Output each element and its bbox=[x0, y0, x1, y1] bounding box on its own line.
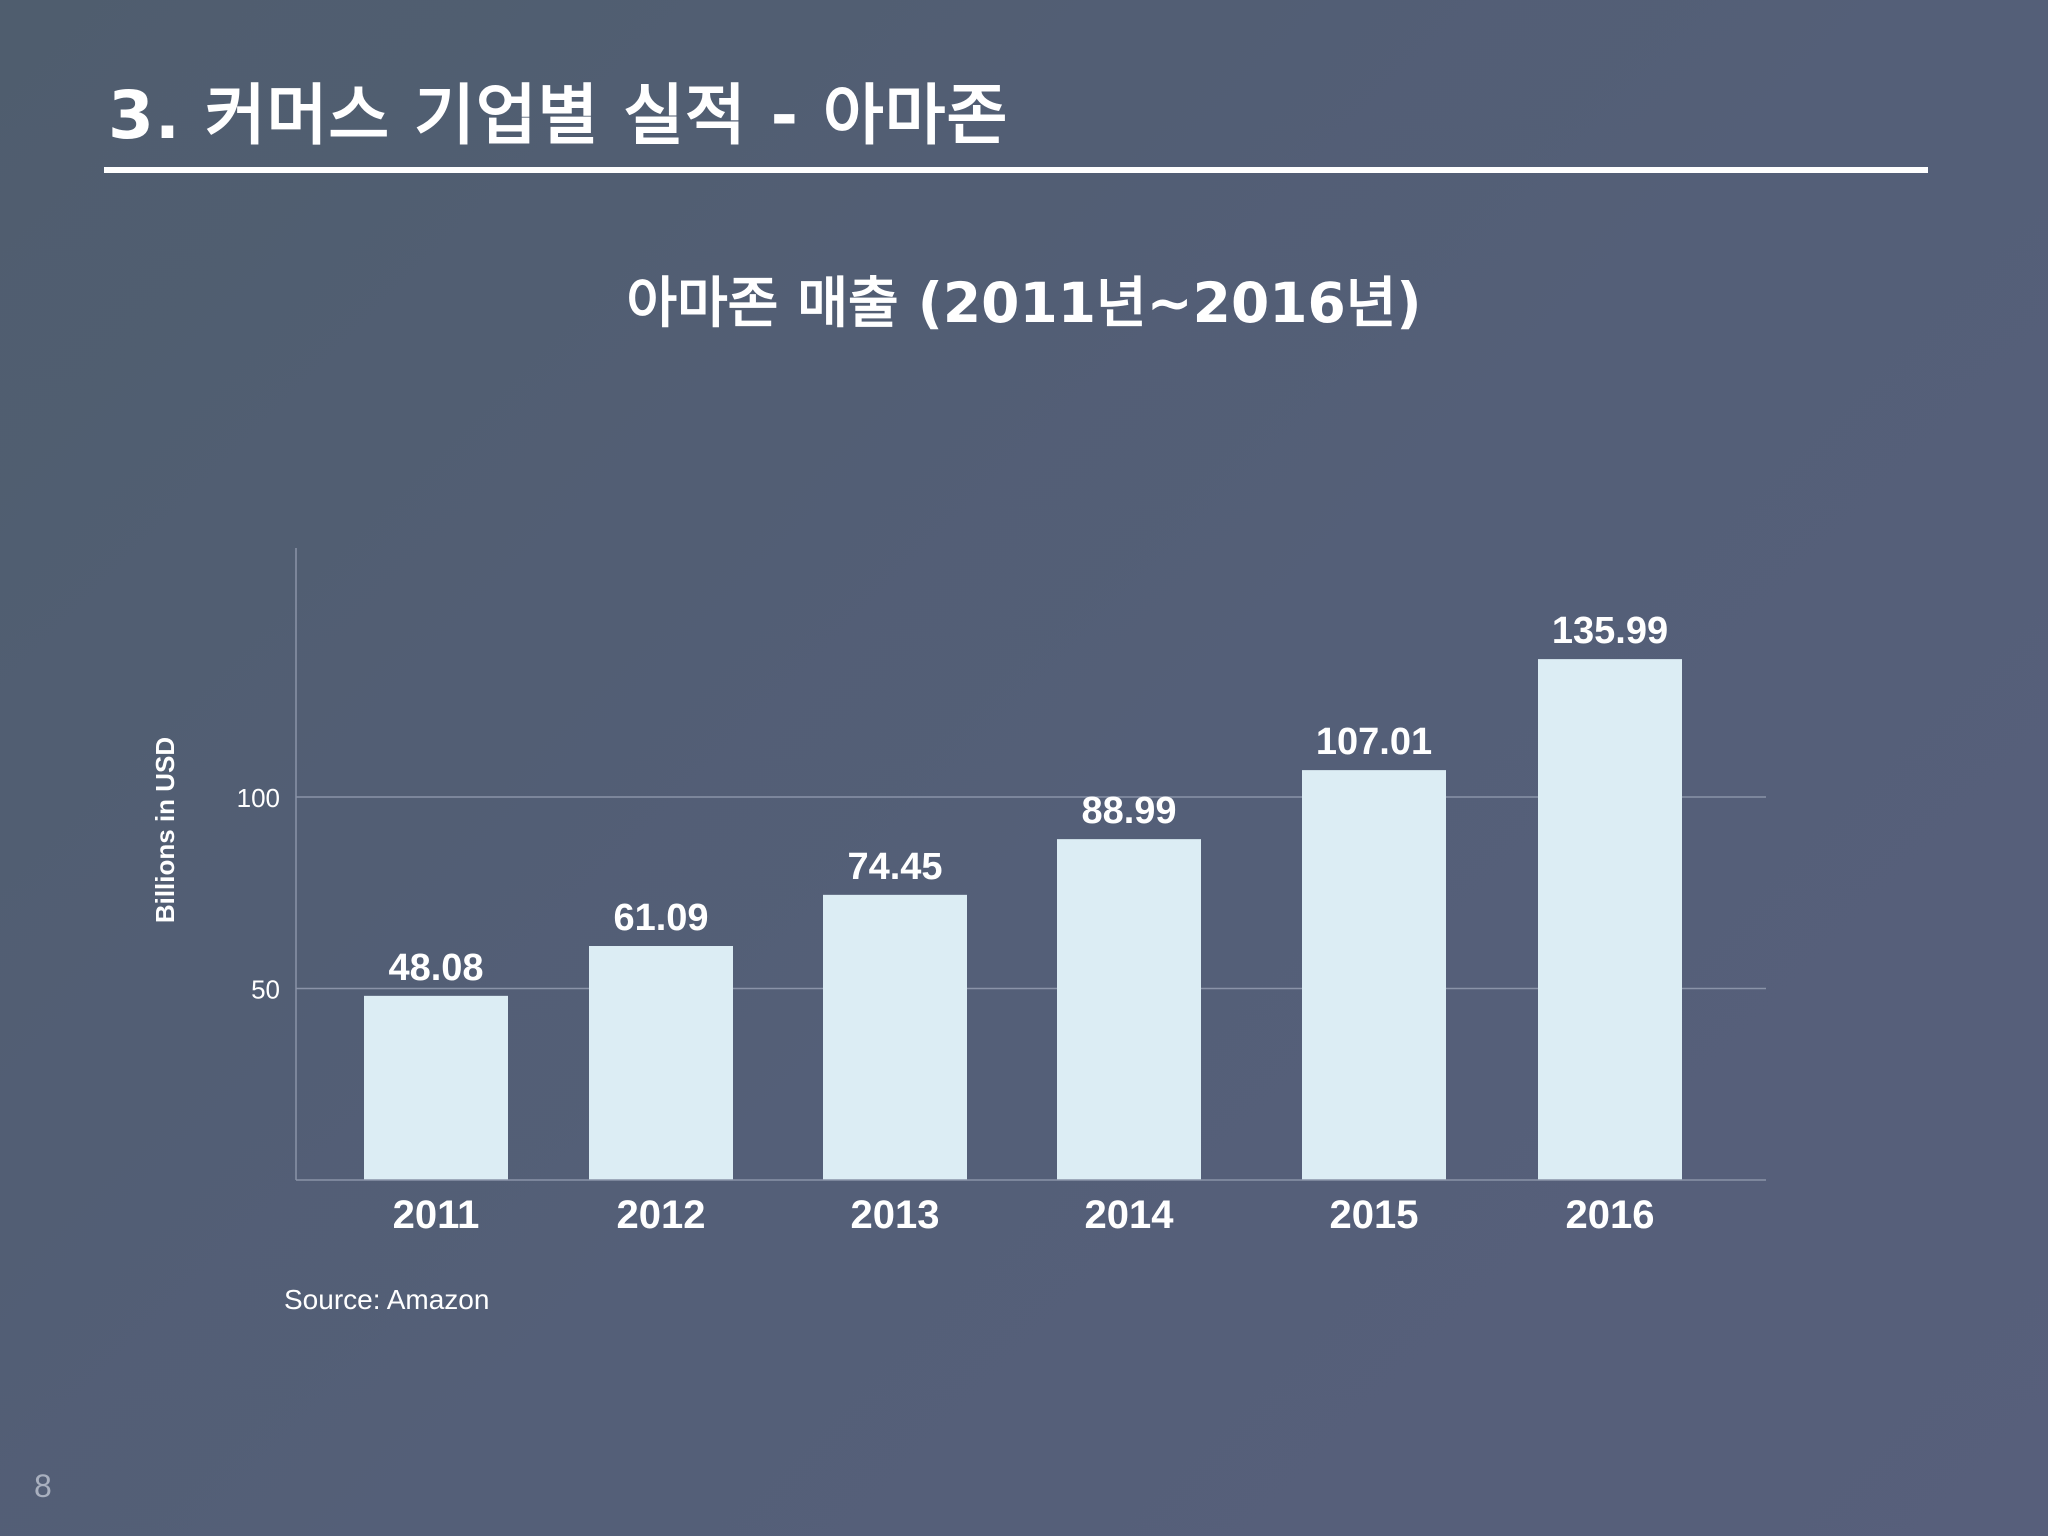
x-tick-label-2012: 2012 bbox=[617, 1193, 706, 1237]
title-divider bbox=[104, 167, 1928, 173]
data-label-2014: 88.99 bbox=[1081, 790, 1176, 832]
axis-layer bbox=[295, 548, 1766, 1181]
bar-2016 bbox=[1538, 659, 1682, 1180]
page-number: 8 bbox=[34, 1468, 52, 1504]
bar-2013 bbox=[823, 894, 967, 1180]
data-label-2016: 135.99 bbox=[1552, 610, 1668, 652]
data-label-2012: 61.09 bbox=[613, 897, 708, 939]
bar-2014 bbox=[1057, 839, 1201, 1180]
x-tick-label-2015: 2015 bbox=[1330, 1193, 1419, 1237]
bar-2012 bbox=[589, 946, 733, 1180]
bar-layer bbox=[364, 659, 1682, 1180]
data-label-2015: 107.01 bbox=[1316, 721, 1432, 763]
bar-2011 bbox=[364, 995, 508, 1180]
x-tick-label-2011: 2011 bbox=[393, 1193, 480, 1237]
x-tick-label-2014: 2014 bbox=[1085, 1193, 1175, 1237]
label-layer: 50 100 Billions in USD 48.08 2011 61.09 2012 74… bbox=[150, 610, 1668, 1237]
y-tick-label-50: 50 bbox=[251, 974, 280, 1004]
source-note: Source: Amazon bbox=[284, 1284, 490, 1315]
x-tick-label-2013: 2013 bbox=[851, 1193, 940, 1237]
chart-title: 아마존 매출 (2011년~2016년) bbox=[626, 271, 1422, 335]
grid-layer bbox=[296, 796, 1766, 990]
y-axis-title: Billions in USD bbox=[150, 737, 180, 923]
slide-title: 3. 커머스 기업별 실적 - 아마존 bbox=[108, 77, 1009, 154]
bar-2015 bbox=[1302, 770, 1446, 1180]
y-tick-label-100: 100 bbox=[237, 783, 280, 813]
x-tick-label-2016: 2016 bbox=[1566, 1193, 1655, 1237]
data-label-2011: 48.08 bbox=[388, 947, 483, 989]
data-label-2013: 74.45 bbox=[847, 846, 942, 888]
